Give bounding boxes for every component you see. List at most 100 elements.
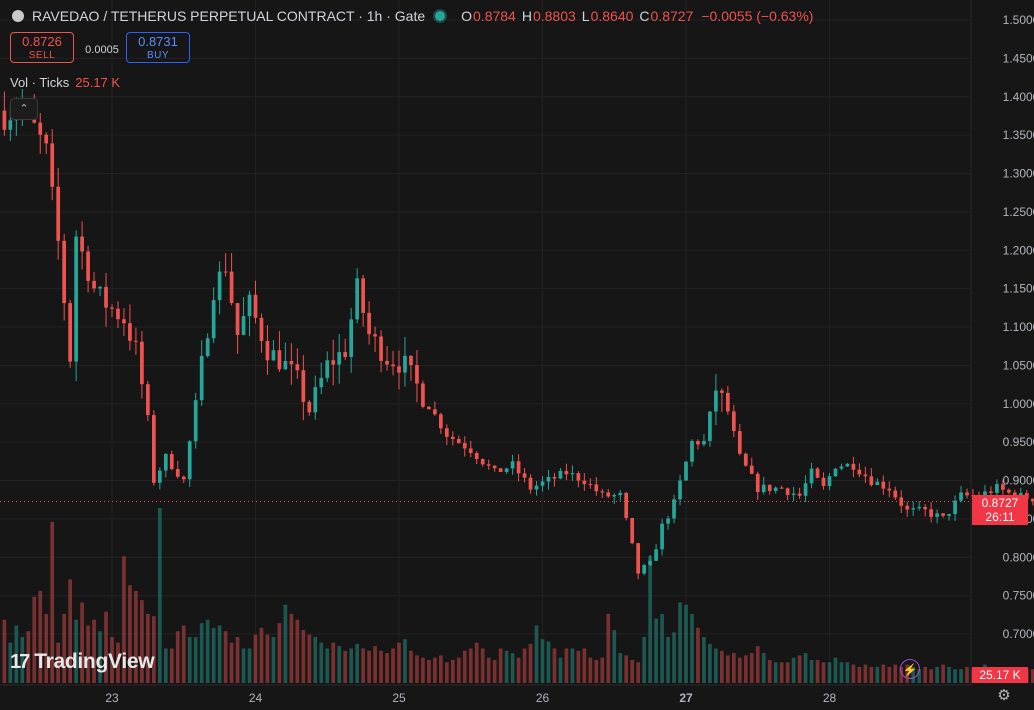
volume-bar [415,655,419,683]
volume-bar [923,666,928,683]
candle-body [450,436,455,440]
candle-body [857,469,862,475]
price-tick-label: 1.3500 [1003,128,1034,142]
candle-body [44,134,49,144]
candle-body [403,355,407,373]
price-tick-label: 1.5000 [1003,13,1034,27]
volume-bar [815,659,820,683]
candle-body [522,473,527,478]
volume-bar [98,631,102,683]
spread-value: 0.0005 [85,44,119,56]
volume-bar [935,666,939,683]
candle-body [301,370,306,402]
volume-bar [1030,669,1034,683]
volume-bar [869,666,874,683]
chevron-up-icon[interactable]: ⌃ [10,98,38,120]
candle-body [893,490,898,498]
volume-bar [953,669,957,683]
price-tick-label: 1.1500 [1003,282,1034,296]
candle-body [152,415,156,483]
candle-body [696,441,700,445]
candle-body [941,513,945,516]
volume-bar [714,648,718,683]
candle-body [134,340,138,342]
candle-body [594,484,599,492]
candle-body [38,122,43,135]
candle-body [965,492,969,496]
tradingview-logo[interactable]: 17 TradingView [10,650,155,674]
candle-body [582,480,587,485]
candle-body [737,431,742,454]
candle-body [379,336,383,361]
volume-bar [708,643,712,683]
candle-body [558,471,563,479]
candle-body [247,294,252,317]
candle-body [319,377,324,388]
volume-bar [110,636,114,683]
time-axis[interactable]: 23 24 25 26 27 28 [105,691,836,705]
candle-body [630,517,635,544]
volume-bar [690,613,694,683]
candle-body [678,480,682,500]
volume-bar [941,664,945,683]
volume-bar [552,648,557,683]
candle-body [157,470,162,483]
candle-body [62,240,67,304]
volume-bar [594,659,599,683]
lightning-icon[interactable]: ⚡ [900,659,920,679]
candle-body [731,411,736,432]
time-tick-label: 27 [679,691,693,705]
candle-body [397,366,401,373]
candle-body [391,364,395,367]
volume-bar [62,613,67,683]
candle-body [193,400,198,442]
candle-body [468,448,473,454]
buy-label: BUY [146,50,170,61]
volume-bar [181,625,186,683]
candle-body [74,236,78,362]
volume-bar [881,664,886,683]
candle-body [241,316,246,335]
buy-button[interactable]: 0.8731 BUY [126,32,190,63]
volume-bar [450,659,455,683]
volume-bar [325,648,330,683]
candle-body [86,251,90,281]
volume-bar [253,634,258,683]
price-tick-label: 1.1000 [1003,320,1034,334]
sell-button[interactable]: 0.8726 SELL [10,32,74,63]
volume-bar [654,618,658,683]
volume-bar [247,648,252,683]
candle-body [935,513,939,517]
volume-bar [827,662,832,683]
volume-bar [50,521,55,683]
candle-body [983,491,987,497]
volume-bar [773,662,778,683]
volume-bar [492,659,497,683]
candle-body [666,518,670,524]
volume-bar [833,657,838,683]
candle-body [564,471,569,475]
candle-body [546,476,551,482]
exchange-logo-icon [12,10,24,22]
candle-body [851,463,856,470]
symbol-title[interactable]: RAVEDAO / TETHERUS PERPETUAL CONTRACT · … [32,8,426,24]
candle-body [50,143,55,187]
candle-body [534,485,539,490]
high-value: 0.8803 [532,8,576,24]
volume-bar [373,646,377,683]
price-tick-label: 1.2000 [1003,243,1034,257]
price-axis[interactable]: 1.5000 1.4500 1.4000 1.3500 1.3000 1.2500 1.20… [1003,13,1034,641]
volume-bar [439,655,443,683]
candle-body [283,361,288,370]
volume-bar [163,648,168,683]
candle-body [409,355,413,366]
volume-bar [528,643,533,683]
volume-bar [122,556,126,683]
volume-legend[interactable]: Vol · Ticks 25.17 K [10,75,120,90]
candle-body [504,468,509,472]
gear-icon[interactable]: ⚙ [997,687,1011,704]
open-label: O [461,8,473,24]
volume-bar [749,653,754,683]
candle-body [361,278,365,313]
